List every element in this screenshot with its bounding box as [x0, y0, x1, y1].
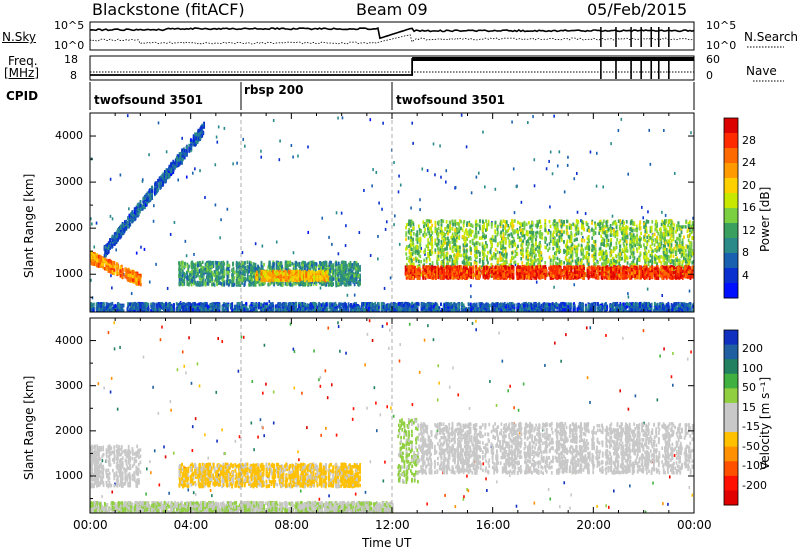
velocity-colorbar-tick-4: -15	[742, 420, 760, 433]
power-colorbar-swatch-3	[724, 163, 738, 179]
x-tick-label-4: 16:00	[476, 518, 511, 532]
velocity-colorbar-swatch-8	[724, 446, 738, 462]
power-colorbar-swatch-0	[724, 118, 738, 134]
velocity-colorbar-swatch-11	[724, 490, 738, 506]
velocity-colorbar-tick-7: -200	[742, 479, 767, 492]
freq-tick-high: 18	[64, 53, 78, 66]
velocity-colorbar-swatch-0	[724, 330, 738, 346]
freq-tick-low: 8	[70, 69, 77, 82]
cpid-segment-2: rbsp 200	[244, 83, 303, 97]
cpid-label: CPID	[6, 89, 38, 103]
radar-title: Blackstone (fitACF)	[92, 0, 245, 19]
power-colorbar-tick-5: 8	[742, 246, 749, 259]
power-colorbar-swatch-5	[724, 193, 738, 209]
velocity-colorbar-label: Velocity [m s⁻¹]	[758, 377, 772, 470]
power-colorbar-tick-0: 28	[742, 134, 756, 147]
power-colorbar-frame	[723, 117, 739, 299]
velocity-colorbar-swatch-9	[724, 461, 738, 477]
nave-tick-high: 60	[706, 53, 720, 66]
power-colorbar-swatch-8	[724, 238, 738, 254]
power-colorbar-swatch-7	[724, 223, 738, 239]
power-colorbar-swatch-1	[724, 133, 738, 149]
x-tick-label-0: 00:00	[73, 518, 108, 532]
nsky-label: N.Sky	[2, 30, 36, 44]
power-colorbar-swatch-6	[724, 208, 738, 224]
velocity-colorbar-tick-6: -100	[742, 459, 767, 472]
power-colorbar-swatch-4	[724, 178, 738, 194]
noise-tick-left-high: 10^5	[54, 19, 84, 32]
power-colorbar-tick-2: 20	[742, 179, 756, 192]
velocity-colorbar-swatch-1	[724, 344, 738, 360]
velocity-ytick-label-2: 3000	[55, 379, 83, 392]
x-axis-title: Time UT	[362, 536, 411, 550]
velocity-ytick-label-3: 4000	[55, 334, 83, 347]
velocity-y-axis-label: Slant Range [km]	[22, 376, 36, 480]
freq-line	[90, 58, 694, 76]
power-ytick-label-1: 2000	[55, 221, 83, 234]
x-tick-label-6: 00:00	[677, 518, 712, 532]
power-colorbar-tick-6: 4	[742, 269, 749, 282]
x-tick-label-1: 04:00	[174, 518, 209, 532]
noise-tick-right-low: 10^0	[706, 39, 736, 52]
x-tick-label-2: 08:00	[274, 518, 309, 532]
nave-tick-low: 0	[706, 69, 713, 82]
noise-tick-right-high: 10^5	[706, 19, 736, 32]
power-colorbar-swatch-10	[724, 268, 738, 284]
velocity-colorbar-tick-2: 50	[742, 381, 756, 394]
velocity-colorbar-swatch-3	[724, 373, 738, 389]
power-ytick-label-3: 4000	[55, 129, 83, 142]
velocity-colorbar-tick-0: 200	[742, 342, 763, 355]
noise-panel-frame	[89, 21, 695, 51]
velocity-colorbar-tick-5: -50	[742, 440, 760, 453]
freq-unit-label: [MHz]	[4, 66, 39, 80]
noise-tick-left-low: 10^0	[54, 39, 84, 52]
power-ytick-label-2: 3000	[55, 175, 83, 188]
noise-sky-line	[89, 26, 695, 40]
freq-label: Freq.	[8, 54, 38, 68]
nave-label: Nave	[746, 64, 777, 78]
cpid-segment-1: twofsound 3501	[94, 93, 203, 107]
power-colorbar-tick-1: 24	[742, 156, 756, 169]
date-title: 05/Feb/2015	[587, 0, 687, 19]
velocity-colorbar-tick-1: 100	[742, 362, 763, 375]
velocity-colorbar-swatch-6	[724, 417, 738, 433]
velocity-colorbar-swatch-5	[724, 402, 738, 418]
power-ytick-label-0: 1000	[55, 267, 83, 280]
cpid-segment-3: twofsound 3501	[396, 93, 505, 107]
power-colorbar-swatch-2	[724, 148, 738, 164]
x-tick-label-5: 20:00	[576, 518, 611, 532]
noise-search-line	[89, 34, 695, 45]
power-colorbar-label: Power [dB]	[758, 187, 772, 252]
power-colorbar-tick-3: 16	[742, 201, 756, 214]
x-tick-label-3: 12:00	[375, 518, 410, 532]
power-y-axis-label: Slant Range [km]	[22, 174, 36, 278]
velocity-colorbar-swatch-7	[724, 432, 738, 448]
velocity-colorbar-frame	[723, 329, 739, 506]
velocity-colorbar-swatch-10	[724, 475, 738, 491]
freq-panel-frame	[89, 55, 695, 81]
freq-band	[412, 57, 694, 61]
power-colorbar-swatch-9	[724, 253, 738, 269]
beam-title: Beam 09	[356, 0, 428, 19]
power-heatmap-cells	[90, 113, 694, 312]
velocity-ytick-label-0: 1000	[55, 469, 83, 482]
velocity-colorbar-swatch-4	[724, 388, 738, 404]
velocity-colorbar-swatch-2	[724, 359, 738, 375]
velocity-ytick-label-1: 2000	[55, 424, 83, 437]
power-colorbar-swatch-11	[724, 283, 738, 299]
power-colorbar-tick-4: 12	[742, 224, 756, 237]
velocity-heatmap-cells	[90, 319, 694, 513]
nsearch-label: N.Search	[744, 30, 798, 44]
velocity-colorbar-tick-3: 15	[742, 401, 756, 414]
